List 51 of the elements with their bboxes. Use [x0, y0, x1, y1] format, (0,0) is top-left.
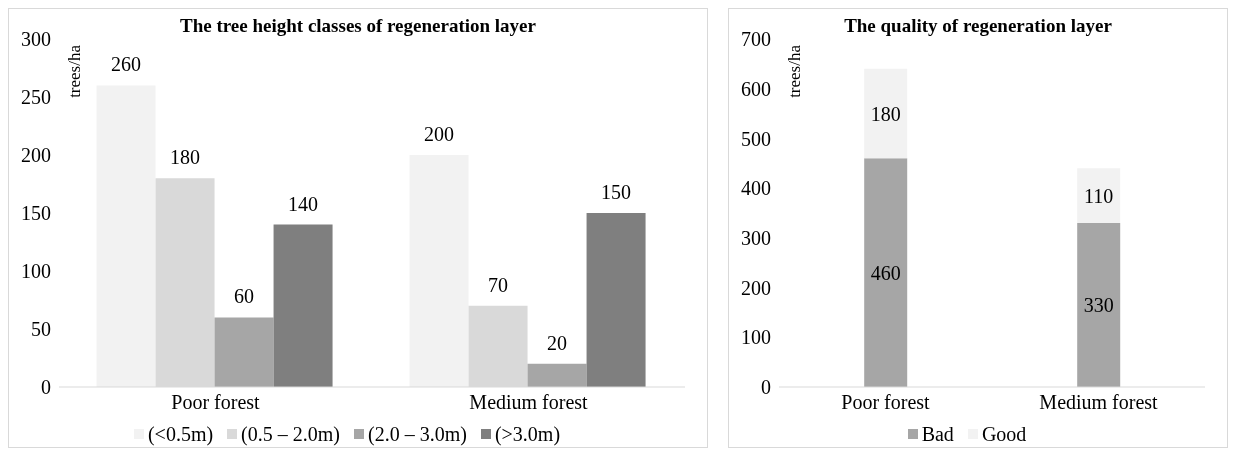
- bar: [214, 317, 274, 387]
- bar: [586, 213, 646, 387]
- y-tick-label: 600: [741, 77, 771, 100]
- x-tick-label: Poor forest: [171, 391, 261, 414]
- y-tick-label: 0: [761, 376, 771, 399]
- data-label: 110: [1084, 184, 1114, 207]
- y-tick-label: 200: [21, 144, 51, 167]
- chart-title: The quality of regeneration layer: [844, 15, 1112, 36]
- data-label: 20: [547, 331, 568, 354]
- y-tick-label: 700: [741, 28, 771, 51]
- y-tick-label: 300: [741, 226, 771, 249]
- y-tick-label: 250: [21, 86, 51, 109]
- data-label: 150: [601, 181, 632, 203]
- chart-title: The tree height classes of regeneration layer: [180, 15, 536, 36]
- legend-label: (<0.5m): [147, 423, 214, 445]
- bar: [1077, 168, 1121, 223]
- data-label: 140: [288, 192, 319, 215]
- y-tick-label: 500: [741, 127, 771, 150]
- legend-label: Good: [981, 423, 1027, 445]
- data-label: 460: [870, 261, 901, 284]
- y-tick-label: 100: [741, 326, 771, 349]
- x-tick-label: Poor forest: [841, 391, 931, 414]
- y-axis-title: trees/ha: [785, 45, 805, 98]
- y-tick-label: 0: [41, 376, 51, 399]
- bar: [273, 224, 333, 387]
- y-tick-label: 150: [21, 202, 51, 225]
- x-tick-label: Medium forest: [469, 391, 589, 414]
- y-axis-title: trees/ha: [65, 45, 85, 98]
- y-tick-label: 50: [31, 318, 51, 341]
- data-label: 330: [1083, 294, 1114, 317]
- bar: [409, 155, 469, 387]
- legend-label: Bad: [921, 423, 954, 445]
- bar: [96, 85, 156, 387]
- data-label: 260: [111, 53, 142, 76]
- y-tick-label: 400: [741, 177, 771, 200]
- y-tick-label: 300: [21, 28, 51, 51]
- data-label: 60: [234, 285, 255, 308]
- bar: [1077, 222, 1121, 387]
- bar: [864, 158, 908, 387]
- y-tick-label: 100: [21, 260, 51, 283]
- legend-label: (2.0 – 3.0m): [368, 423, 467, 445]
- bar: [527, 363, 587, 387]
- bar: [864, 68, 908, 159]
- x-tick-label: Medium forest: [1039, 391, 1159, 414]
- legend-label: (0.5 – 2.0m): [241, 423, 340, 445]
- y-tick-label: 200: [741, 276, 771, 299]
- legend-label: (>3.0m): [494, 423, 561, 445]
- data-label: 200: [424, 123, 455, 145]
- data-label: 180: [870, 102, 901, 125]
- data-label: 180: [170, 146, 201, 169]
- data-label: 70: [488, 273, 509, 296]
